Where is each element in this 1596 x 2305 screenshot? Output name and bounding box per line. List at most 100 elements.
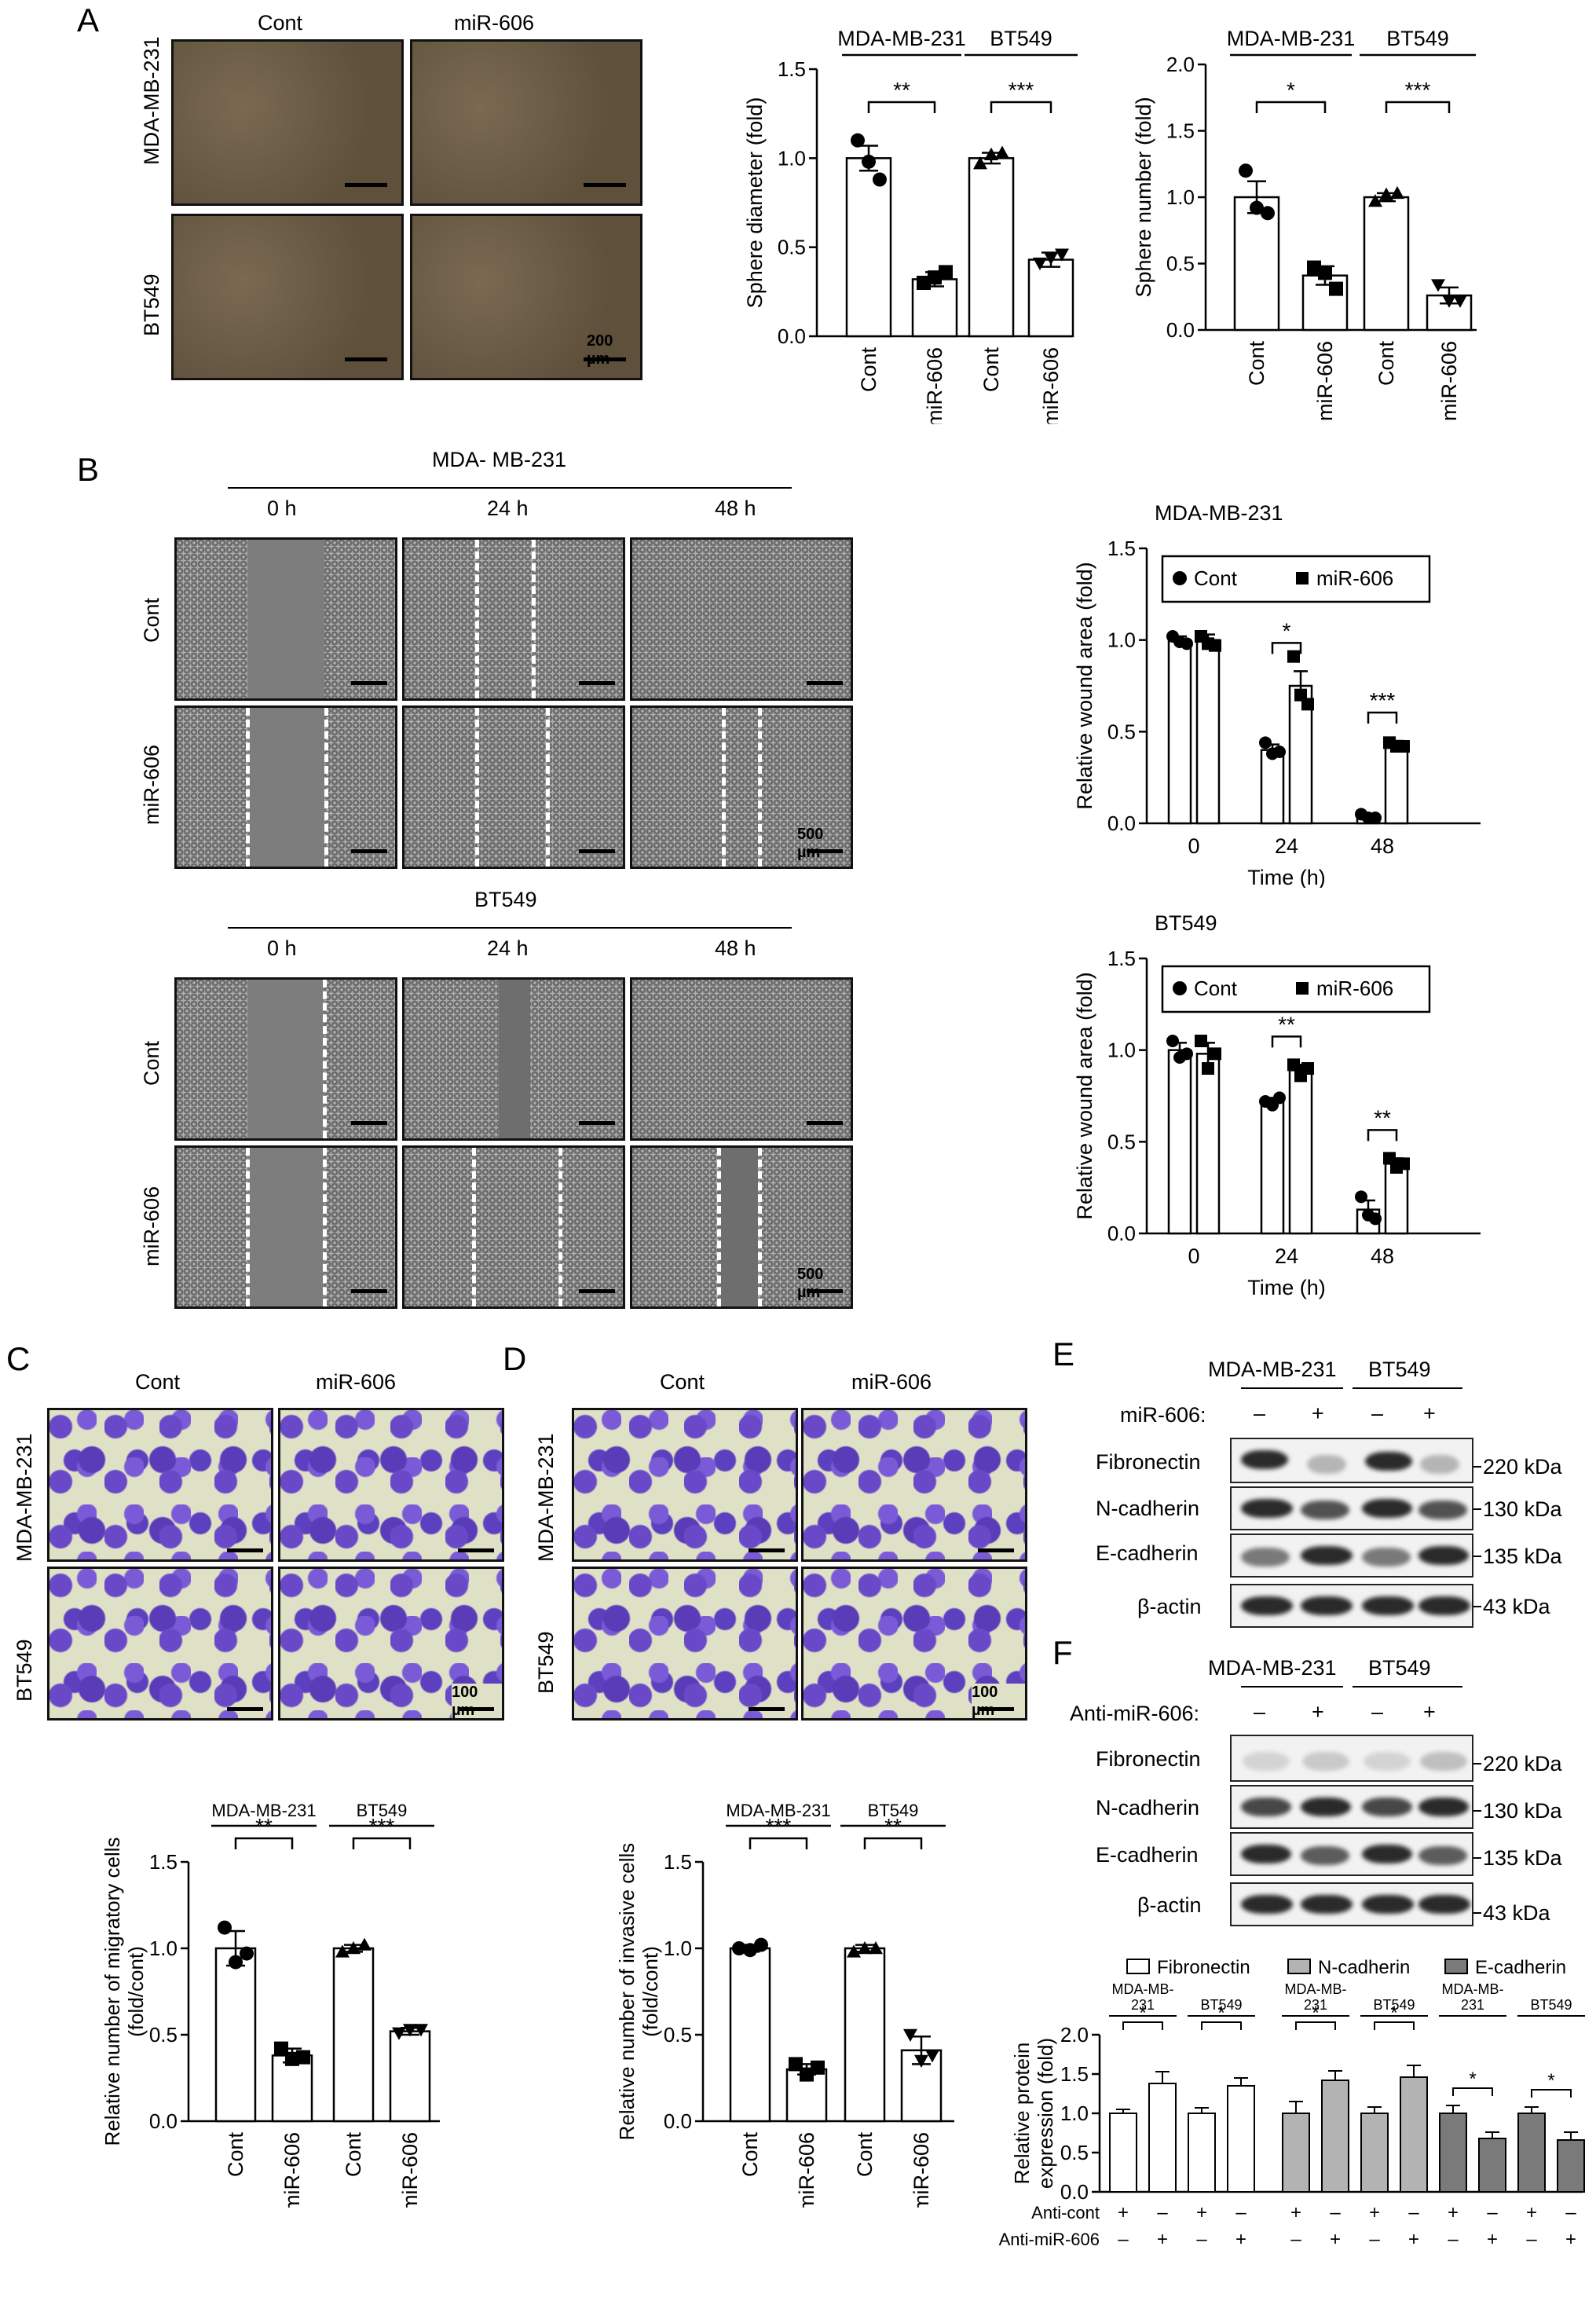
- marker-tick: [1473, 1810, 1481, 1812]
- x-tick-label: Cont: [342, 2132, 365, 2178]
- panel-f-kda-43: 43 kDa: [1483, 1901, 1550, 1925]
- data-point: [789, 2057, 803, 2072]
- data-point: [1195, 1035, 1207, 1047]
- panel-e-group-line: [1241, 1387, 1343, 1389]
- scale-bar: [807, 849, 843, 853]
- subgroup-label: MDA-MB-: [1442, 1981, 1504, 1997]
- data-point: [1329, 281, 1343, 296]
- subgroup-label: BT549: [1373, 1997, 1415, 2013]
- bar: [1478, 2138, 1506, 2193]
- row-sign: +: [1565, 2229, 1576, 2250]
- panel-b-mda-t24: 24 h: [487, 497, 529, 520]
- x-tick-label: miR-606: [795, 2132, 818, 2208]
- data-point: [1397, 740, 1410, 753]
- marker-tick: [1473, 1763, 1481, 1764]
- row-sign: –: [1330, 2202, 1341, 2223]
- bar: [1384, 743, 1409, 825]
- scale-bar: [579, 1121, 615, 1125]
- transwell-image-d-bt-mir: 100 µm: [801, 1567, 1027, 1721]
- data-point: [995, 145, 1009, 159]
- scale-bar: [749, 1548, 785, 1552]
- panel-b-mda-t0: 0 h: [267, 497, 297, 520]
- data-point: [800, 2067, 814, 2082]
- data-point: [1301, 1062, 1314, 1075]
- y-tick-label: 1.0: [1107, 628, 1136, 652]
- data-point: [218, 1920, 232, 1935]
- x-tick-label: Cont: [857, 347, 880, 393]
- wound-image-bt-cont-0h: [174, 977, 397, 1141]
- wound-image-bt-mir-0h: [174, 1145, 397, 1309]
- x-tick-label: miR-606: [398, 2132, 422, 2208]
- significance-bracket: [1367, 711, 1398, 724]
- legend-label: E-cadherin: [1475, 1957, 1566, 1978]
- data-point: [851, 133, 865, 148]
- panel-d-col-mir: miR-606: [851, 1370, 932, 1394]
- data-point: [1181, 637, 1193, 650]
- panel-a-row-mda: MDA-MB-231: [140, 36, 163, 165]
- y-tick-label: 0.0: [664, 2109, 692, 2133]
- data-point: [1390, 185, 1404, 200]
- panel-e-group-bt: BT549: [1368, 1358, 1431, 1381]
- y-axis-label: Relative number of migratory cells: [101, 1837, 124, 2146]
- panel-f-treat-label: Anti-miR-606:: [1070, 1702, 1200, 1725]
- y-tick-label: 1.5: [1060, 2062, 1089, 2086]
- bar: [1233, 196, 1280, 332]
- significance-label: *: [1283, 618, 1291, 643]
- data-point: [869, 1941, 883, 1955]
- chart-migratory-cells: 0.0 0.5 1.0 1.5 Relative number of migratory…: [101, 1801, 440, 2208]
- bar: [1384, 1163, 1409, 1235]
- data-point: [1369, 812, 1382, 824]
- scale-bar: [978, 1707, 1014, 1711]
- x-tick-label: 24: [1275, 834, 1298, 858]
- panel-f-kda-220: 220 kDa: [1483, 1752, 1562, 1775]
- panel-f-sign-2: +: [1312, 1700, 1324, 1724]
- significance-label: *: [1139, 2003, 1146, 2024]
- data-point: [1453, 295, 1467, 308]
- panel-f-group-line: [1353, 1686, 1462, 1688]
- blot-e-ecadherin: [1230, 1534, 1473, 1578]
- row-sign: –: [1196, 2229, 1207, 2250]
- panel-e-sign-3: –: [1371, 1402, 1384, 1425]
- panel-e-group-mda: MDA-MB-231: [1208, 1358, 1337, 1381]
- scale-bar: [579, 849, 615, 853]
- scale-bar: [807, 681, 843, 685]
- chart-title: MDA-MB-231: [1155, 503, 1283, 525]
- significance-bracket: [1374, 2021, 1415, 2030]
- scale-bar: [227, 1707, 263, 1711]
- subgroup-label: MDA-MB-: [1112, 1981, 1174, 1997]
- data-point: [917, 276, 931, 290]
- significance-label: **: [1374, 1105, 1391, 1130]
- x-tick-label: miR-606: [1039, 347, 1063, 424]
- panel-e-group-line: [1353, 1387, 1462, 1389]
- bar: [1195, 639, 1221, 825]
- x-tick-label: 48: [1371, 1244, 1394, 1268]
- x-tick-label: Cont: [224, 2132, 247, 2178]
- blot-f-actin: [1230, 1882, 1473, 1926]
- panel-f-group-bt: BT549: [1368, 1656, 1431, 1680]
- marker-tick: [1473, 1857, 1481, 1859]
- data-point: [1209, 639, 1221, 652]
- data-point: [847, 1944, 861, 1958]
- row-sign: –: [1565, 2202, 1576, 2223]
- x-tick-label: 48: [1371, 834, 1394, 858]
- y-tick-label: 1.0: [778, 146, 806, 170]
- group-label: BT549: [868, 1801, 919, 1820]
- data-point: [1287, 650, 1300, 663]
- y-tick-label: 0.5: [1107, 720, 1136, 743]
- significance-bracket: [1452, 2087, 1493, 2096]
- bar: [1363, 196, 1410, 332]
- y-tick-label: 1.5: [1166, 119, 1195, 143]
- marker-tick: [1473, 1912, 1481, 1914]
- significance-bracket: [1271, 1035, 1302, 1048]
- panel-b-bt-title: BT549: [474, 888, 537, 911]
- y-axis-label: Relative wound area (fold): [1073, 972, 1096, 1219]
- legend-label: N-cadherin: [1318, 1957, 1410, 1978]
- significance-bracket: [1201, 2021, 1242, 2030]
- panel-d-col-cont: Cont: [660, 1370, 705, 1394]
- scale-bar: [351, 1289, 387, 1293]
- data-point: [392, 2027, 406, 2040]
- panel-f-group-line: [1241, 1686, 1343, 1688]
- x-tick-label: Cont: [738, 2132, 762, 2178]
- x-tick-label: miR-606: [1437, 341, 1461, 421]
- data-point: [296, 2050, 310, 2065]
